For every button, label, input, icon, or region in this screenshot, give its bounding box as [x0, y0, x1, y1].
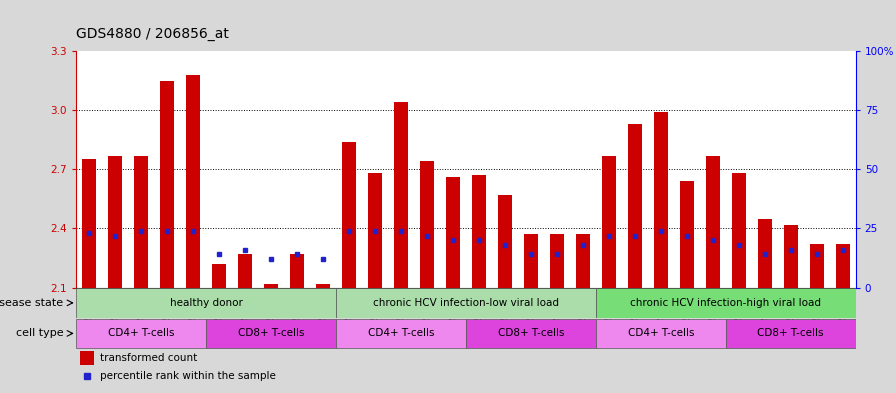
Bar — [628, 124, 642, 288]
Bar — [336, 319, 466, 348]
Bar — [76, 319, 206, 348]
Bar — [206, 319, 336, 348]
Bar — [466, 319, 596, 348]
Bar — [550, 234, 564, 288]
Bar — [82, 160, 96, 288]
Text: CD8+ T-cells: CD8+ T-cells — [497, 329, 564, 338]
Text: CD8+ T-cells: CD8+ T-cells — [757, 329, 824, 338]
Bar — [498, 195, 512, 288]
Text: healthy donor: healthy donor — [169, 298, 243, 308]
Text: chronic HCV infection-high viral load: chronic HCV infection-high viral load — [630, 298, 822, 308]
Text: percentile rank within the sample: percentile rank within the sample — [99, 371, 275, 380]
Bar — [524, 234, 538, 288]
Bar — [472, 175, 486, 288]
Text: GDS4880 / 206856_at: GDS4880 / 206856_at — [76, 27, 229, 41]
Bar — [108, 156, 122, 288]
Text: chronic HCV infection-low viral load: chronic HCV infection-low viral load — [373, 298, 559, 308]
Bar — [368, 173, 382, 288]
Bar — [810, 244, 823, 288]
Bar — [336, 288, 596, 318]
Bar — [394, 102, 408, 288]
Bar — [596, 319, 726, 348]
Bar — [706, 156, 719, 288]
Bar — [134, 156, 148, 288]
Bar — [420, 162, 434, 288]
Bar — [186, 75, 200, 288]
Bar — [680, 181, 694, 288]
Bar — [758, 219, 771, 288]
Text: transformed count: transformed count — [99, 353, 197, 363]
Bar — [726, 319, 856, 348]
Text: CD4+ T-cells: CD4+ T-cells — [627, 329, 694, 338]
Bar — [596, 288, 856, 318]
Bar — [654, 112, 668, 288]
Bar — [264, 284, 278, 288]
Bar — [602, 156, 616, 288]
Bar — [732, 173, 745, 288]
Bar — [212, 264, 226, 288]
Bar — [316, 284, 330, 288]
Bar — [160, 81, 174, 288]
Bar — [80, 351, 94, 365]
Text: CD4+ T-cells: CD4+ T-cells — [367, 329, 435, 338]
Bar — [446, 177, 460, 288]
Bar — [342, 142, 356, 288]
Bar — [238, 254, 252, 288]
Text: CD8+ T-cells: CD8+ T-cells — [237, 329, 305, 338]
Bar — [76, 288, 336, 318]
Bar — [290, 254, 304, 288]
Bar — [576, 234, 590, 288]
Text: CD4+ T-cells: CD4+ T-cells — [108, 329, 175, 338]
Bar — [784, 224, 797, 288]
Text: disease state: disease state — [0, 298, 63, 308]
Bar — [836, 244, 849, 288]
Text: cell type: cell type — [15, 329, 63, 338]
